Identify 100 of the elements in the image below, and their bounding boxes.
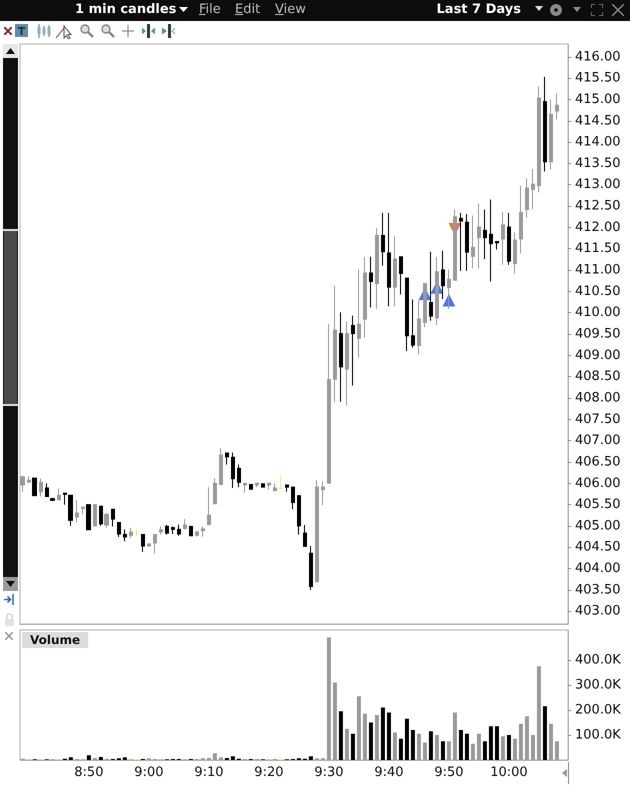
candlestick	[165, 524, 169, 535]
candlestick	[399, 256, 403, 295]
bar	[464, 734, 469, 760]
candlestick	[225, 452, 229, 465]
bar	[440, 741, 445, 760]
bar	[434, 735, 439, 760]
y-tick-label: 404.00	[575, 561, 620, 576]
candlestick	[285, 484, 289, 492]
y-tick-label: 404.50	[575, 540, 620, 555]
bar	[536, 666, 541, 760]
bar	[548, 724, 553, 760]
x-tick-label: 9:10	[194, 765, 224, 780]
candlestick	[309, 545, 313, 590]
bar	[338, 711, 343, 760]
candlestick	[525, 178, 529, 218]
bar	[326, 638, 331, 760]
bar	[68, 757, 73, 760]
bar	[86, 755, 91, 760]
bar	[344, 728, 349, 760]
y-tick-label: 100.0K	[575, 728, 622, 742]
bar	[374, 715, 379, 760]
y-tick-label: 409.50	[575, 326, 620, 342]
candlestick	[531, 168, 535, 210]
candlestick	[393, 236, 397, 307]
candlestick	[213, 478, 217, 504]
candlestick	[435, 256, 439, 326]
candlestick	[483, 208, 487, 260]
y-tick-label: 300.0K	[575, 678, 622, 692]
y-tick-label: 403.00	[575, 604, 620, 619]
candlestick	[363, 256, 367, 338]
y-tick-label: 400.0K	[575, 652, 622, 668]
candlestick	[141, 534, 145, 552]
candlestick	[507, 212, 511, 266]
candlestick	[447, 269, 451, 310]
candlestick	[273, 482, 277, 492]
bar	[458, 730, 463, 760]
bar	[416, 734, 421, 760]
candlestick	[555, 92, 559, 120]
bar	[428, 731, 433, 760]
candlestick	[459, 212, 463, 272]
text: Edit	[235, 2, 260, 18]
candlestick	[86, 504, 91, 530]
candlestick	[219, 448, 223, 486]
candlestick	[339, 312, 343, 402]
bar	[218, 757, 223, 760]
y-tick-label: 416.00	[575, 49, 620, 64]
candlestick	[543, 76, 547, 172]
bar	[470, 744, 475, 760]
candlestick	[375, 228, 379, 310]
bar	[518, 724, 523, 760]
candlestick	[369, 256, 373, 308]
x-tick-label: 9:30	[314, 765, 344, 780]
candlestick	[297, 495, 301, 535]
candlestick	[159, 526, 163, 535]
candlestick	[333, 285, 337, 403]
y-tick-label: 405.50	[575, 497, 620, 512]
candlestick	[519, 185, 523, 254]
candlestick	[195, 530, 199, 538]
bar	[230, 756, 235, 760]
candlestick	[429, 251, 433, 322]
bar	[368, 722, 373, 760]
candlestick	[267, 482, 271, 490]
y-tick-label: 413.50	[575, 156, 620, 171]
bar	[356, 696, 361, 760]
candlestick	[50, 497, 55, 502]
y-tick-label: 407.00	[575, 433, 620, 448]
candlestick	[99, 506, 103, 526]
candlestick	[111, 508, 115, 527]
bar	[212, 753, 217, 760]
candlestick	[279, 474, 283, 490]
candlestick	[381, 212, 385, 266]
candlestick	[135, 528, 139, 538]
y-tick-label: 405.00	[575, 518, 620, 534]
candlestick	[405, 278, 409, 352]
y-tick-label: 200.0K	[575, 702, 622, 718]
bar	[542, 706, 547, 760]
x-tick-label: 9:20	[254, 765, 284, 780]
candlestick	[477, 203, 481, 269]
bar	[392, 732, 397, 760]
bar	[506, 735, 511, 760]
candlestick	[537, 86, 541, 193]
candlestick	[39, 478, 43, 497]
candlestick	[129, 527, 133, 539]
y-tick-label: 415.50	[575, 70, 620, 86]
candlestick	[57, 488, 61, 501]
x-tick-label: 9:00	[134, 765, 164, 780]
candlestick	[93, 504, 97, 526]
candlestick	[423, 283, 427, 328]
candlestick	[183, 518, 187, 530]
candlestick	[104, 512, 109, 528]
chart-title: Volume	[30, 633, 80, 647]
candlestick	[345, 321, 349, 406]
candlestick	[453, 208, 457, 281]
candlestick	[351, 315, 355, 386]
y-tick-label: 406.00	[575, 476, 620, 491]
candlestick	[417, 300, 421, 355]
candlestick	[321, 480, 325, 506]
candlestick	[153, 534, 157, 554]
bar	[410, 730, 415, 760]
candlestick	[387, 212, 391, 307]
